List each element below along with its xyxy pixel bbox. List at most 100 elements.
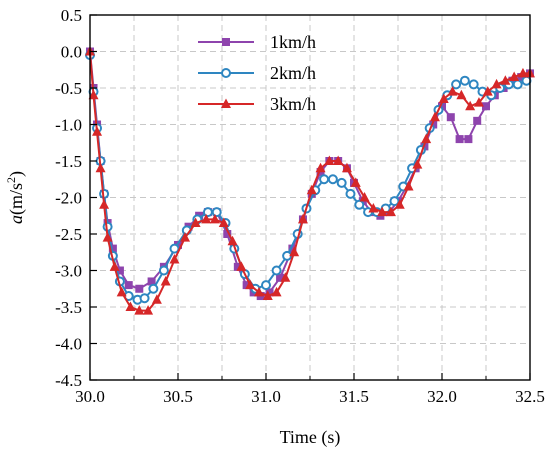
series-layer — [85, 46, 535, 315]
legend-item: 2km/h — [198, 63, 316, 83]
data-point-triangle — [262, 290, 273, 301]
data-point-square — [482, 102, 490, 111]
data-point-circle — [521, 75, 532, 86]
data-point-circle — [354, 199, 365, 210]
data-point-triangle — [253, 286, 264, 297]
data-point-triangle — [95, 162, 106, 173]
legend-label: 2km/h — [270, 63, 316, 83]
data-point-triangle — [421, 133, 432, 144]
data-point-triangle — [368, 202, 379, 213]
data-point-triangle — [160, 275, 171, 286]
data-point-square — [233, 262, 242, 271]
data-point-circle — [211, 207, 222, 218]
data-point-triangle — [429, 111, 440, 122]
data-point-triangle — [315, 162, 326, 173]
data-point-circle — [158, 265, 169, 276]
data-point-triangle — [359, 192, 370, 202]
data-point-circle — [139, 293, 150, 304]
data-point-triangle — [517, 67, 528, 78]
data-point-square — [147, 277, 156, 286]
data-point-square — [135, 284, 144, 293]
y-axis-title-superscript: 2 — [4, 177, 18, 183]
data-point-triangle — [324, 155, 335, 165]
data-point-triangle — [280, 272, 291, 282]
data-point-square — [222, 38, 230, 46]
legend-item: 3km/h — [198, 94, 316, 114]
data-point-circle — [169, 243, 180, 254]
axis-ticks: 30.0 30.5 31.0 31.5 32.0 32.5 0.5 0.0 -0.5 -1.0 -1… — [55, 6, 545, 406]
y-tick-label: -4.5 — [55, 371, 82, 390]
data-point-square — [473, 116, 482, 125]
data-point-triangle — [218, 217, 229, 228]
legend-label: 3km/h — [270, 94, 316, 114]
data-point-triangle — [509, 71, 520, 82]
data-point-triangle — [180, 232, 191, 242]
data-point-triangle — [465, 100, 476, 111]
data-point-square — [115, 266, 124, 275]
data-point-triangle — [350, 177, 361, 187]
y-tick-label: -3.0 — [55, 262, 82, 281]
data-point-triangle — [143, 305, 154, 315]
data-point-triangle — [297, 213, 308, 224]
data-point-triangle — [236, 261, 247, 271]
data-point-triangle — [491, 78, 502, 89]
data-point-circle — [261, 280, 271, 291]
y-axis-title-unit: (m/s — [6, 183, 27, 215]
data-point-square — [438, 102, 446, 111]
data-point-triangle — [447, 86, 458, 96]
data-point-triangle — [151, 294, 162, 304]
data-point-triangle — [394, 199, 405, 209]
data-point-square — [429, 120, 438, 129]
data-point-square — [108, 244, 117, 253]
data-point-triangle — [403, 181, 414, 191]
data-point-triangle — [333, 155, 344, 165]
y-tick-label: -0.5 — [55, 79, 82, 98]
x-axis-title: Time (s) — [280, 427, 341, 448]
data-point-circle — [512, 79, 523, 90]
data-point-triangle — [99, 199, 110, 209]
x-tick-label: 32.0 — [427, 387, 457, 406]
data-point-triangle — [271, 286, 282, 297]
data-point-triangle — [190, 217, 201, 228]
y-axis-title: a(m/s2) — [4, 171, 27, 224]
data-point-square — [446, 113, 455, 122]
legend: 1km/h 2km/h 3km/h — [198, 32, 316, 114]
data-point-triangle — [209, 213, 220, 224]
data-point-triangle — [341, 162, 352, 173]
data-point-circle — [459, 75, 470, 86]
data-point-triangle — [88, 89, 99, 100]
y-tick-label: 0.5 — [61, 6, 82, 25]
data-point-circle — [148, 283, 159, 294]
data-point-square — [223, 230, 232, 238]
data-point-circle — [451, 79, 462, 90]
data-point-triangle — [438, 93, 449, 103]
data-point-circle — [271, 265, 282, 276]
data-point-triangle — [456, 89, 467, 100]
data-point-circle — [468, 79, 479, 90]
x-tick-label: 31.5 — [339, 387, 369, 406]
data-point-triangle — [500, 75, 511, 85]
data-point-circle — [221, 68, 231, 78]
data-point-circle — [389, 196, 400, 207]
data-point-triangle — [134, 305, 145, 315]
x-tick-label: 31.0 — [251, 387, 281, 406]
x-tick-label: 32.5 — [515, 387, 545, 406]
y-axis-title-symbol: a — [6, 215, 26, 224]
data-point-triangle — [227, 235, 238, 246]
data-point-triangle — [473, 97, 484, 107]
data-point-square — [124, 281, 133, 290]
data-point-square — [276, 273, 285, 282]
data-point-square — [288, 244, 297, 253]
data-point-square — [464, 135, 473, 144]
x-tick-label: 30.5 — [163, 387, 193, 406]
data-point-triangle — [385, 206, 396, 217]
data-point-triangle — [221, 98, 231, 108]
data-point-circle — [327, 174, 338, 185]
data-point-triangle — [125, 301, 136, 311]
data-point-triangle — [102, 232, 113, 242]
data-point-circle — [202, 207, 213, 218]
data-point-circle — [319, 174, 330, 185]
series-circle — [85, 50, 532, 305]
y-axis-title-close: ) — [6, 171, 27, 177]
